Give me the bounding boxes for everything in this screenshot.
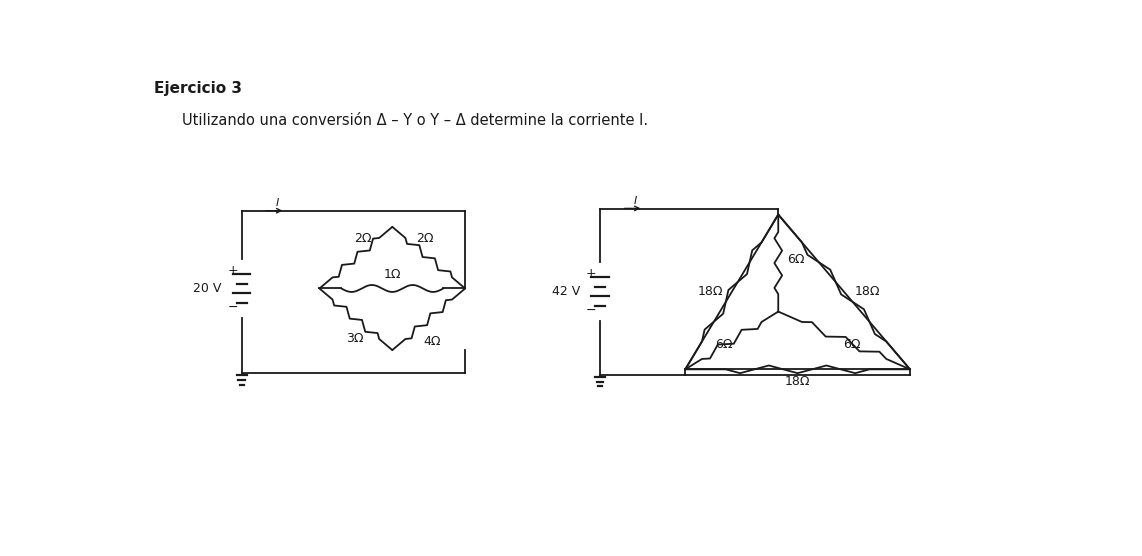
Text: 3Ω: 3Ω bbox=[346, 332, 364, 345]
Text: +: + bbox=[227, 264, 238, 276]
Text: −: − bbox=[586, 304, 596, 316]
Text: 18Ω: 18Ω bbox=[854, 285, 880, 299]
Text: 6Ω: 6Ω bbox=[843, 338, 861, 351]
Text: 2Ω: 2Ω bbox=[354, 232, 371, 245]
Text: −: − bbox=[227, 300, 238, 314]
Text: 1Ω: 1Ω bbox=[384, 267, 401, 281]
Text: I: I bbox=[276, 198, 280, 208]
Text: I: I bbox=[634, 196, 637, 206]
Text: 6Ω: 6Ω bbox=[788, 253, 805, 266]
Text: 42 V: 42 V bbox=[552, 285, 580, 298]
Text: 2Ω: 2Ω bbox=[416, 232, 434, 245]
Text: 4Ω: 4Ω bbox=[424, 335, 441, 349]
Text: 20 V: 20 V bbox=[193, 282, 222, 295]
Text: 18Ω: 18Ω bbox=[785, 375, 811, 388]
Text: 6Ω: 6Ω bbox=[715, 338, 733, 351]
Text: Ejercicio 3: Ejercicio 3 bbox=[154, 81, 242, 96]
Text: +: + bbox=[586, 266, 596, 280]
Text: 18Ω: 18Ω bbox=[698, 285, 723, 299]
Text: Utilizando una conversión Δ – Y o Y – Δ determine la corriente I.: Utilizando una conversión Δ – Y o Y – Δ … bbox=[182, 113, 648, 128]
